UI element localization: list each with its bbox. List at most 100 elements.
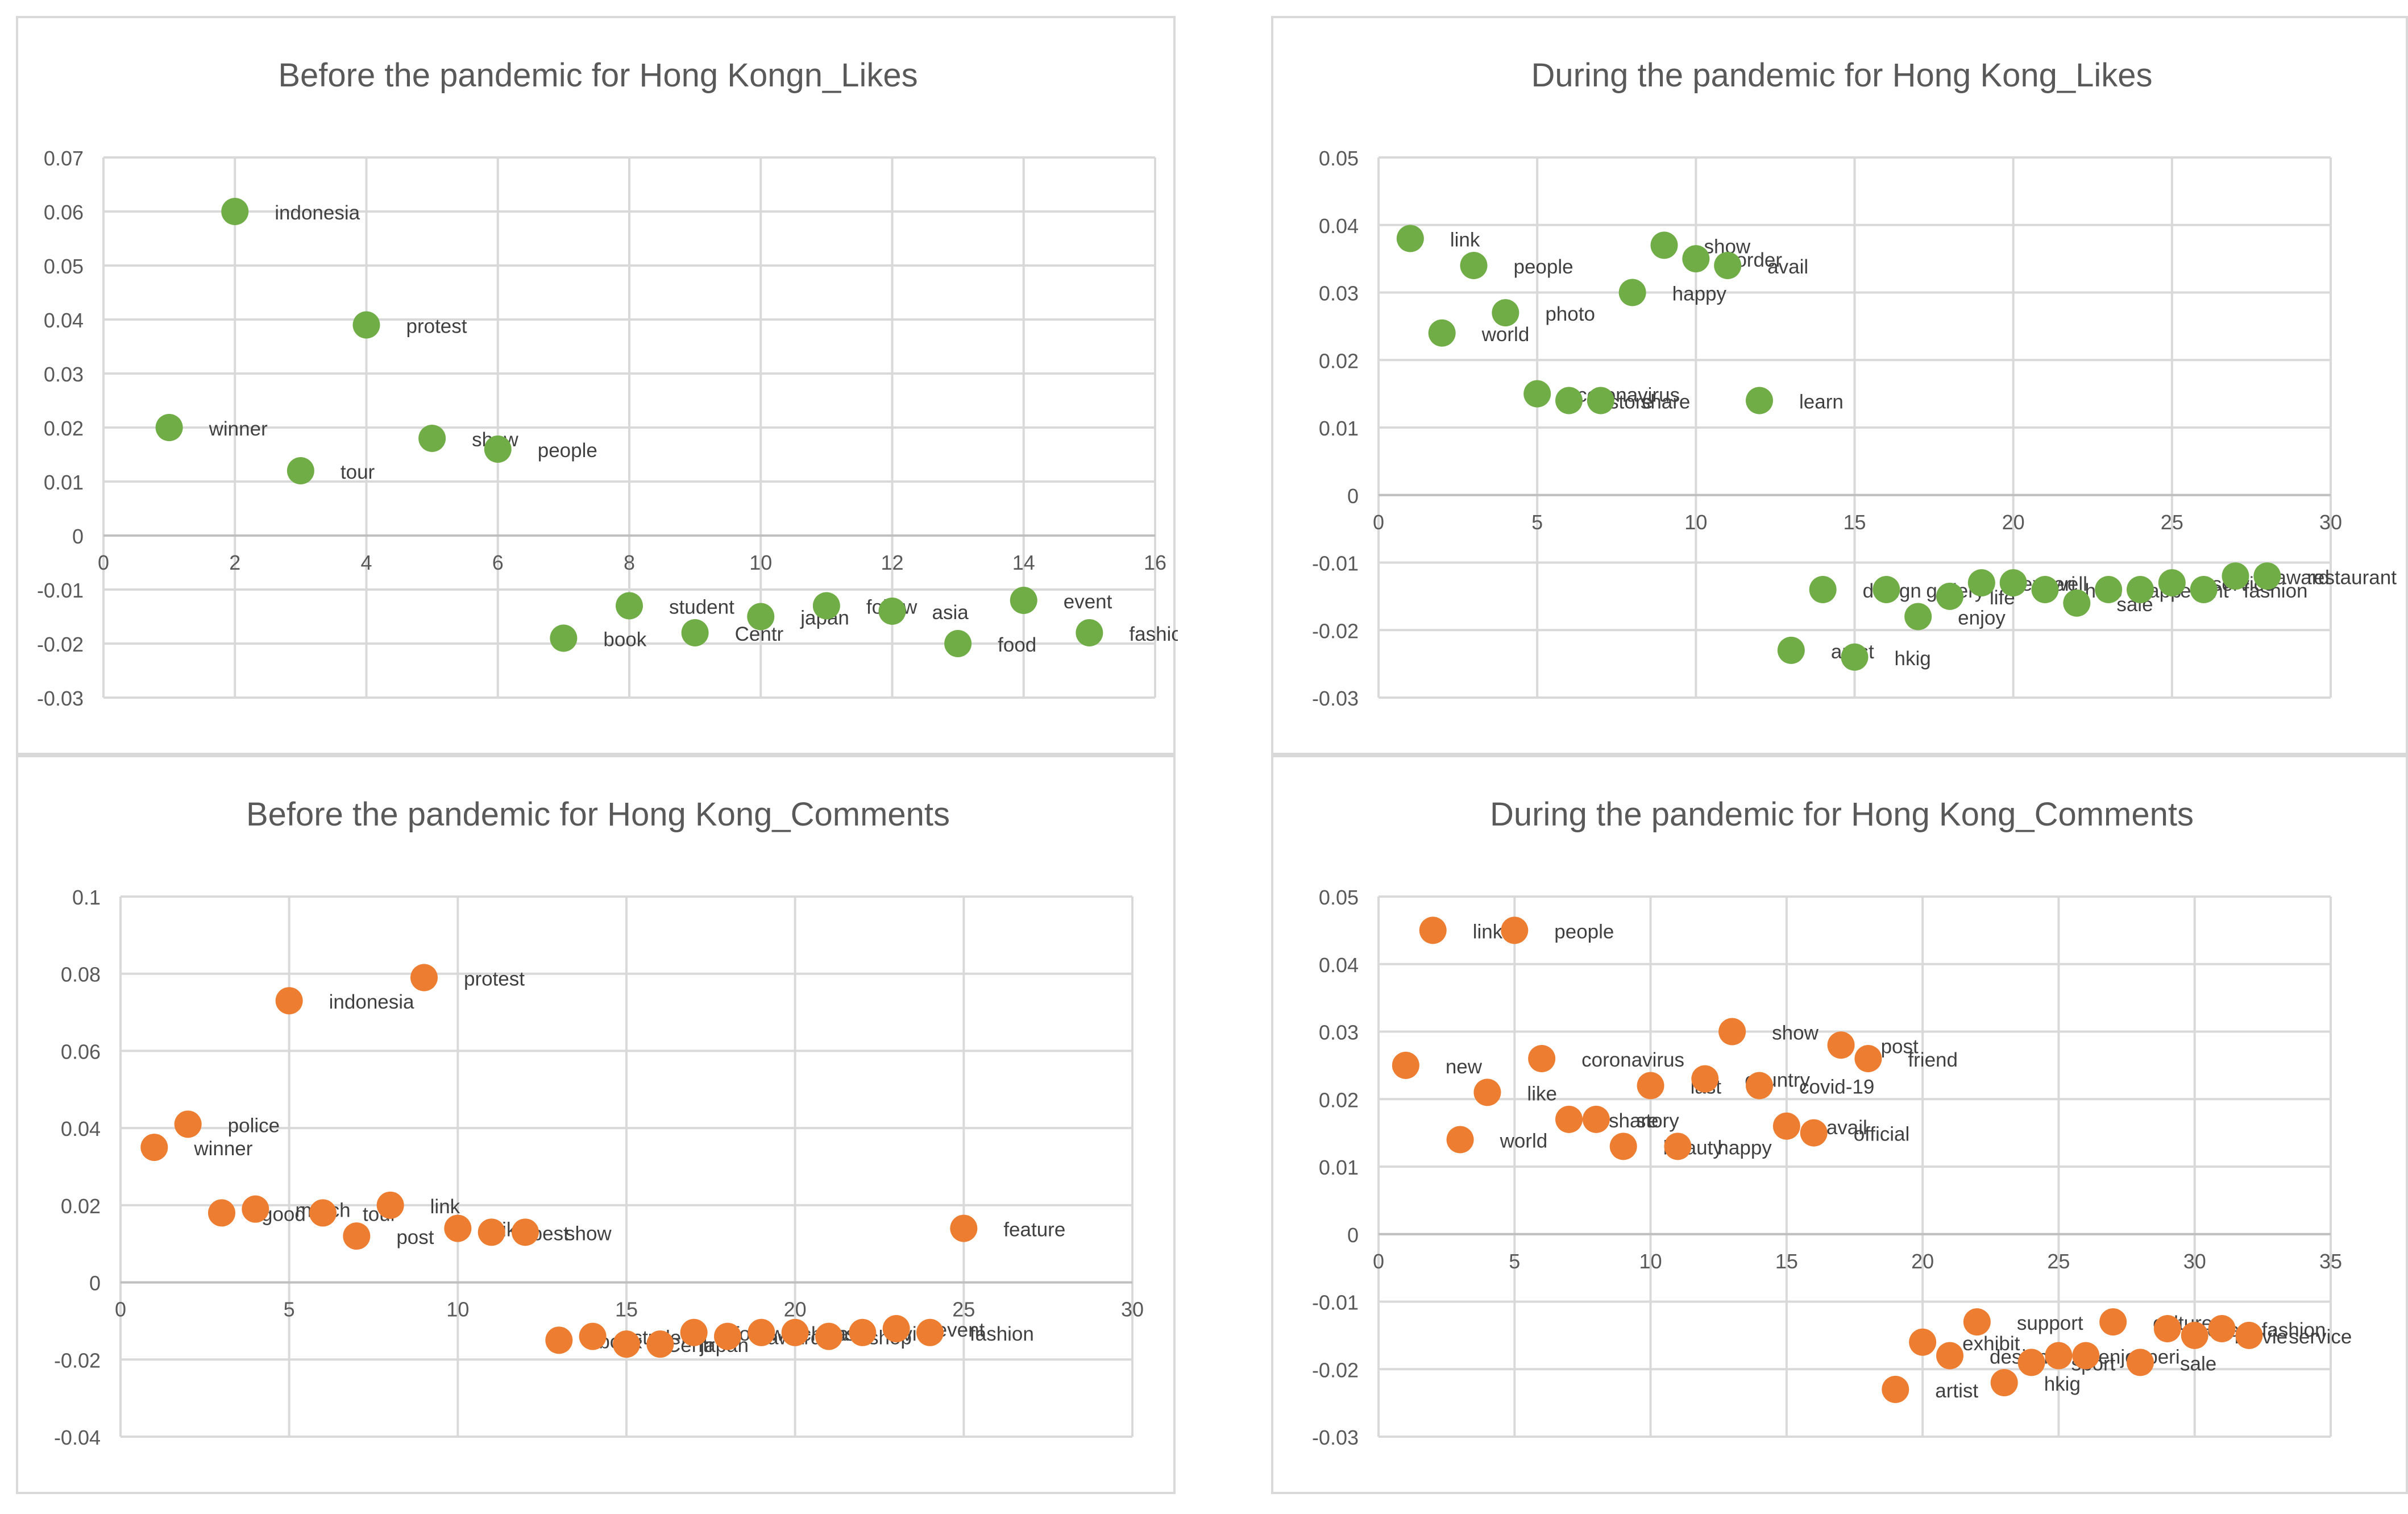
data-point-fashion — [2208, 1315, 2236, 1342]
x-tick-label: 12 — [881, 551, 903, 574]
data-label: protest — [406, 316, 467, 338]
y-tick-label: 0.01 — [1319, 417, 1359, 440]
data-point-world — [1428, 319, 1456, 347]
data-point-gallery — [1873, 576, 1900, 603]
data-point-experi — [1967, 569, 1995, 597]
data-point-winner — [140, 1134, 168, 1162]
y-tick-label: 0.07 — [44, 147, 84, 170]
data-label: official — [1854, 1123, 1910, 1146]
data-label: asia — [932, 602, 969, 624]
data-label: covid-19 — [1799, 1076, 1874, 1098]
scatter-chart-svg: Before the pandemic for Hong Kong_Commen… — [54, 796, 1144, 1449]
data-label: tour — [341, 461, 375, 483]
x-tick-label: 14 — [1012, 551, 1035, 574]
data-point-link — [1396, 225, 1424, 252]
data-point-covid-19 — [1746, 1072, 1773, 1100]
x-tick-label: 5 — [284, 1298, 295, 1321]
data-label: service — [2289, 1326, 2352, 1348]
x-tick-label: 0 — [115, 1298, 126, 1321]
y-tick-label: 0.01 — [44, 471, 84, 494]
data-label: new — [1446, 1056, 1483, 1078]
x-tick-label: 15 — [615, 1298, 638, 1321]
data-point-last — [1637, 1072, 1664, 1100]
data-point-new — [1392, 1051, 1419, 1079]
data-point-show — [1718, 1018, 1746, 1046]
data-label: photo — [1545, 303, 1595, 325]
data-point-book — [550, 624, 578, 652]
data-label: happy — [1672, 283, 1727, 305]
data-point-avail — [1714, 252, 1742, 279]
data-point-learn — [1746, 387, 1773, 414]
data-point-post — [1827, 1031, 1855, 1059]
data-point-link — [1419, 916, 1447, 944]
data-point-show — [418, 425, 446, 452]
data-point-design — [1809, 576, 1837, 603]
y-tick-label: 0.02 — [44, 417, 84, 440]
data-label: show — [565, 1222, 612, 1245]
x-tick-label: 5 — [1531, 511, 1543, 534]
x-tick-label: 30 — [2319, 511, 2342, 534]
data-label: enjoy — [1958, 607, 2006, 629]
y-tick-label: 0.03 — [1319, 1021, 1359, 1044]
data-point-official — [1800, 1119, 1828, 1147]
data-label: link — [1473, 920, 1503, 943]
data-label: store — [1609, 391, 1653, 413]
data-point-protest — [352, 311, 380, 339]
data-label: indonesia — [275, 202, 360, 224]
data-point-tour — [287, 457, 314, 484]
data-point-hkig — [1990, 1369, 2018, 1396]
y-tick-label: 0.08 — [61, 963, 101, 986]
data-point-beauty — [1609, 1133, 1637, 1160]
data-point-fashion — [2190, 576, 2218, 603]
y-tick-label: 0.02 — [1319, 1088, 1359, 1111]
data-point-movie — [2181, 1321, 2208, 1349]
x-tick-label: 0 — [1373, 511, 1384, 534]
y-tick-label: 0.04 — [1319, 953, 1359, 977]
data-point-student — [579, 1322, 607, 1350]
y-tick-label: 0.03 — [1319, 282, 1359, 305]
data-point-japan — [646, 1330, 674, 1358]
data-label: world — [1500, 1130, 1548, 1152]
data-point-tour — [309, 1199, 337, 1227]
data-point-china — [748, 1318, 775, 1346]
data-point-like — [1473, 1079, 1501, 1106]
y-tick-label: 0 — [1347, 1223, 1359, 1247]
x-tick-label: 15 — [1843, 511, 1866, 534]
data-point-people — [1501, 916, 1529, 944]
data-label: sale — [2180, 1353, 2216, 1375]
data-label: food — [998, 634, 1036, 656]
data-point-world — [1446, 1126, 1474, 1154]
x-tick-label: 30 — [2183, 1250, 2206, 1273]
data-point-best — [478, 1218, 505, 1246]
data-point-life — [1936, 582, 1963, 610]
data-point-story — [1582, 1105, 1610, 1133]
y-tick-label: 0.04 — [44, 309, 84, 332]
data-label: coronavirus — [1581, 1049, 1684, 1071]
data-label: restaurant — [2307, 566, 2397, 588]
data-point-hkig — [1841, 643, 1869, 671]
data-point-support — [1963, 1308, 1991, 1336]
data-point-artist — [1777, 636, 1805, 664]
y-tick-label: 0.04 — [61, 1117, 101, 1140]
data-label: hkig — [1895, 648, 1931, 670]
data-point-order — [1682, 245, 1710, 273]
data-label: indonesia — [329, 991, 414, 1013]
data-point-fashion — [1076, 619, 1103, 646]
data-point-experi — [2072, 1342, 2100, 1370]
data-label: people — [1554, 920, 1614, 943]
x-tick-label: 10 — [749, 551, 772, 574]
y-tick-label: 0.03 — [44, 363, 84, 386]
data-point-sale — [2063, 589, 2091, 617]
data-point-artist — [1882, 1375, 1909, 1403]
data-point-sport — [2017, 1349, 2045, 1376]
data-point-protest — [410, 964, 438, 992]
x-tick-label: 10 — [1684, 511, 1707, 534]
data-point-service — [2235, 1321, 2263, 1349]
data-point-restaurant — [2253, 562, 2281, 590]
data-label: support — [2017, 1312, 2083, 1334]
data-point-march — [242, 1195, 269, 1223]
y-tick-label: 0 — [72, 525, 84, 548]
y-tick-label: 0.05 — [1319, 147, 1359, 170]
x-tick-label: 25 — [952, 1298, 975, 1321]
data-point-award — [714, 1322, 741, 1350]
